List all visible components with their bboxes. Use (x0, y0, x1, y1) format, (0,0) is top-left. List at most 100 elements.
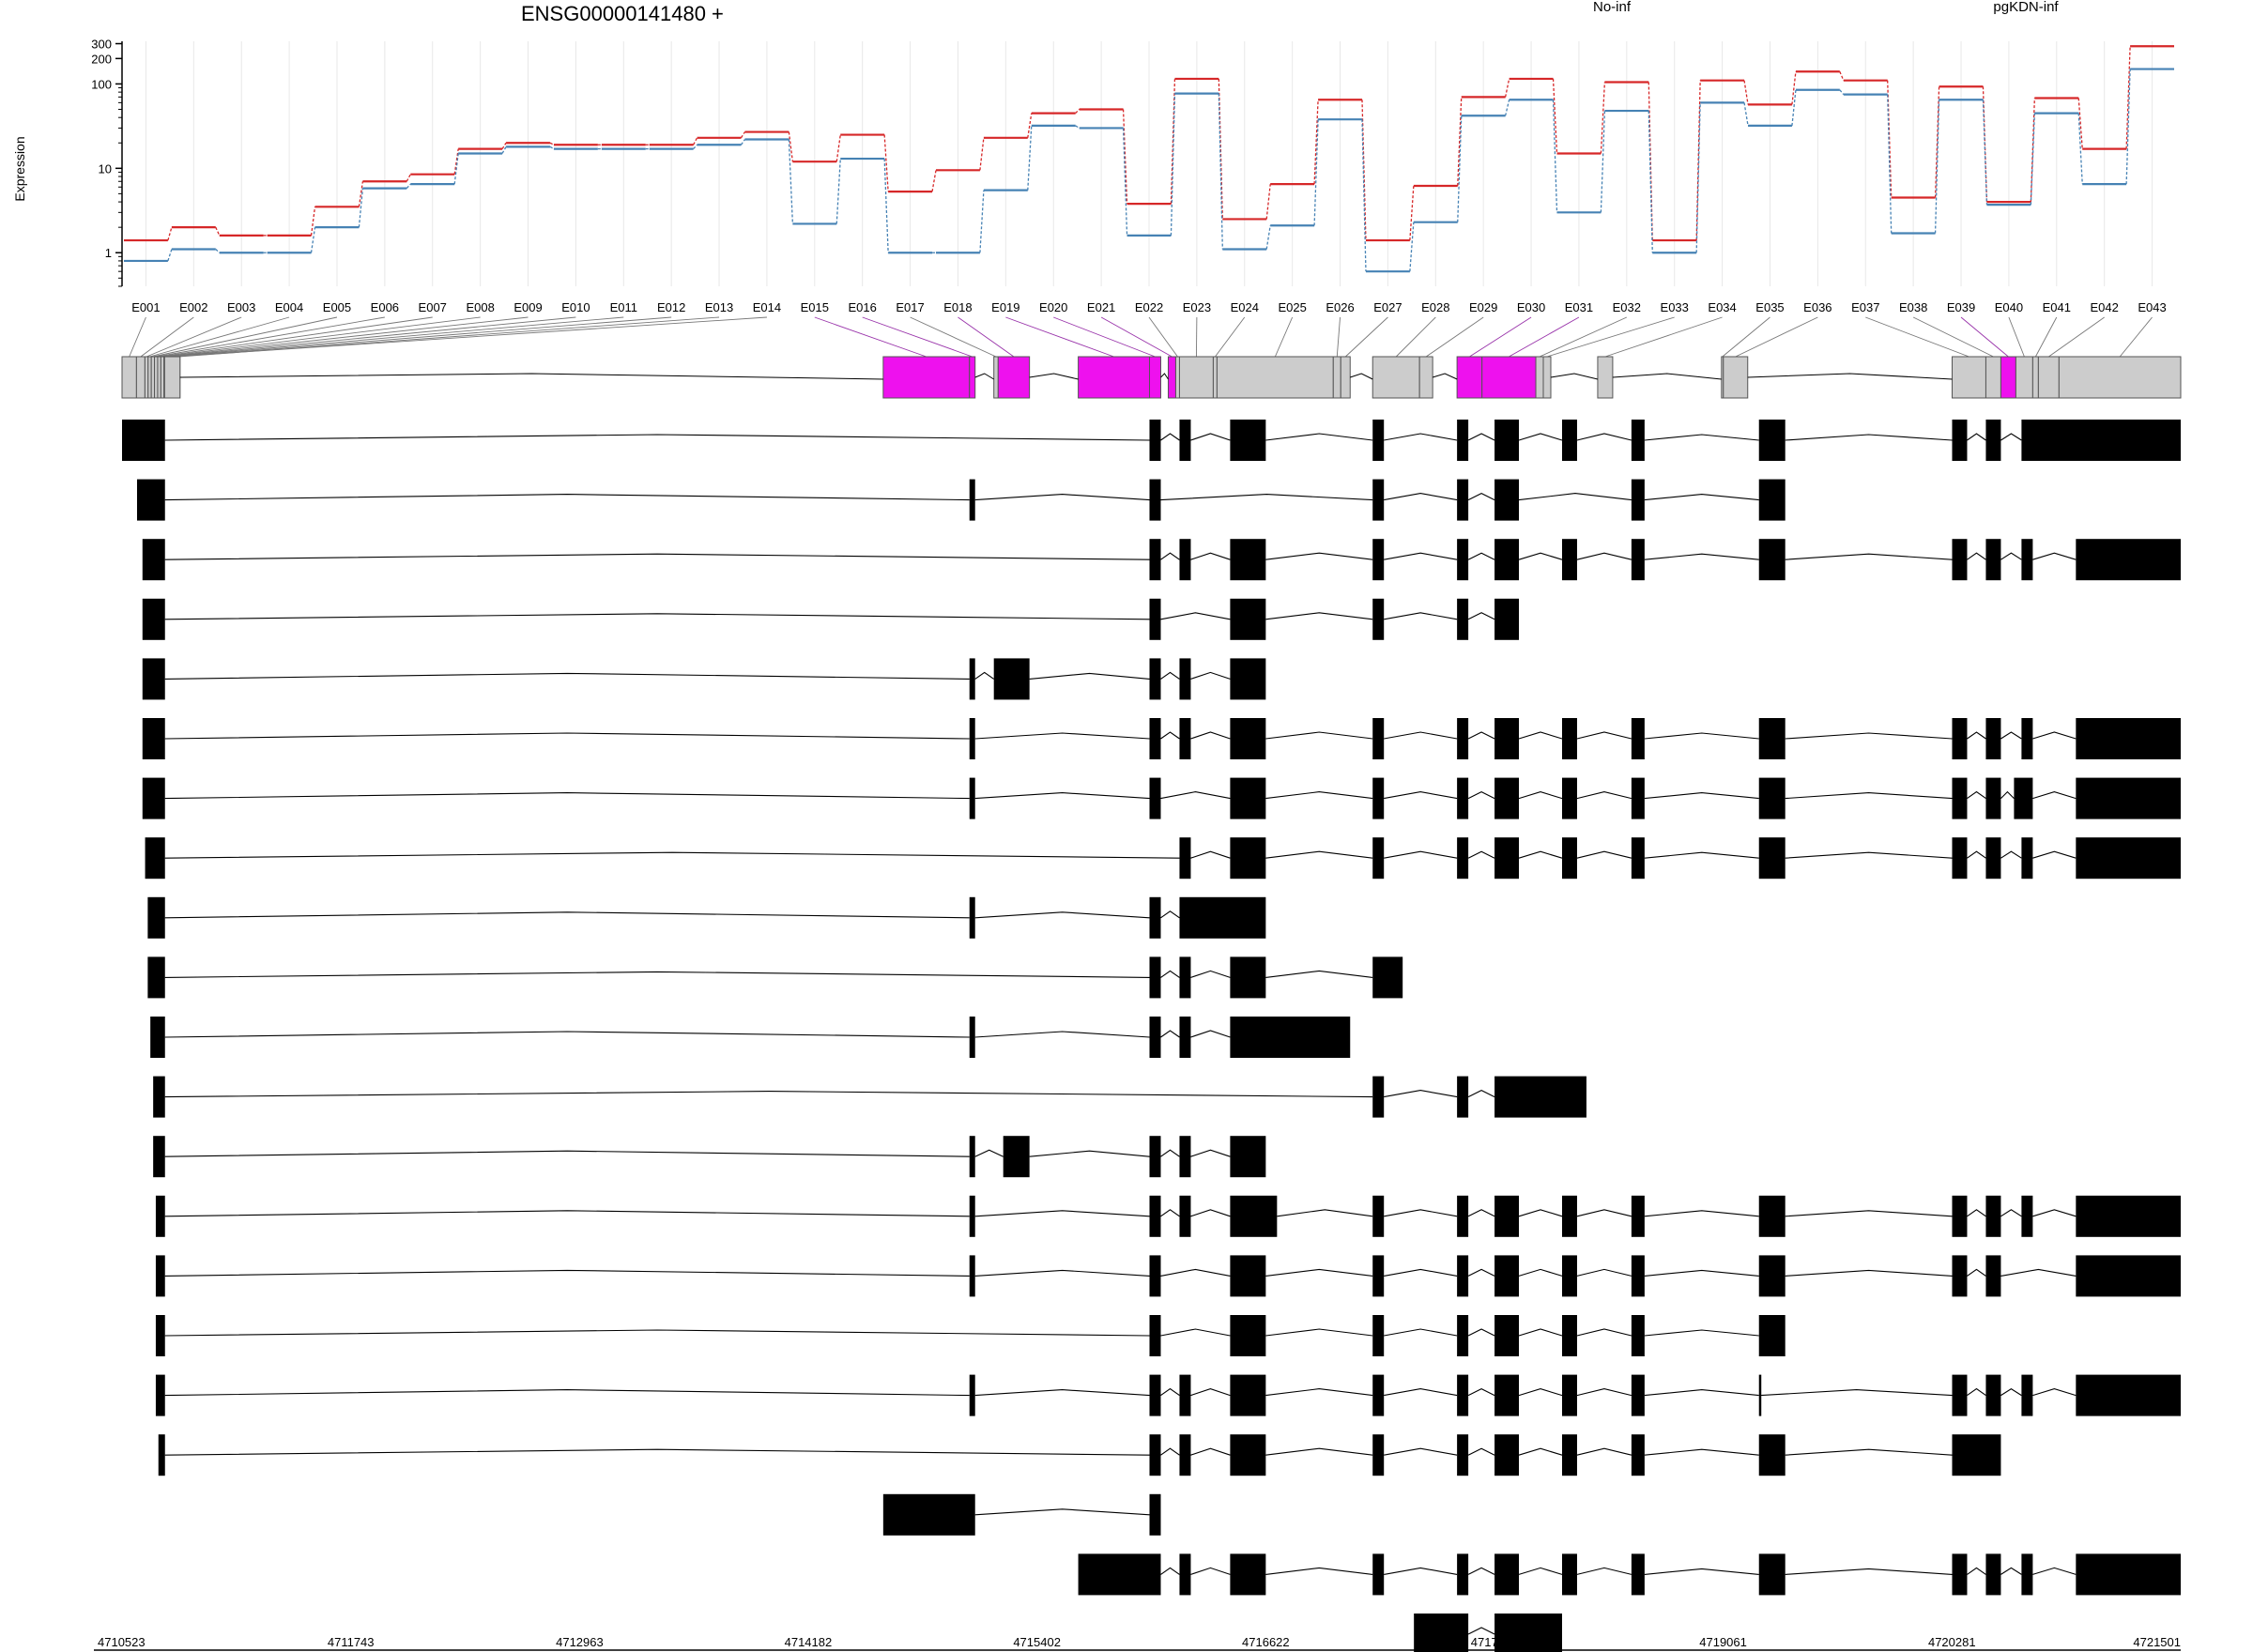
transcript-intron (1467, 433, 1495, 441)
gene-model-exon-e016 (969, 356, 976, 399)
connector-e003 (146, 316, 242, 358)
transcript-exon (2076, 1553, 2181, 1596)
exon-label-e002: E002 (179, 300, 207, 314)
transcript-intron (1785, 732, 1953, 740)
transcript-intron (1967, 433, 1986, 441)
exon-label-e035: E035 (1755, 300, 1784, 314)
step-pgkdn-inf (2125, 69, 2131, 185)
transcript-intron (164, 613, 1150, 620)
step-pgkdn-inf (1743, 102, 1749, 127)
step-pgkdn-inf (1361, 119, 1367, 272)
exon-label-e042: E042 (2090, 300, 2118, 314)
transcript-exon (1149, 479, 1161, 521)
expression-series (124, 45, 2174, 273)
transcript-exon (1372, 1374, 1385, 1416)
transcript-exon (1494, 598, 1520, 640)
transcript-intron (1190, 1567, 1231, 1575)
transcript-21 (1414, 1614, 1562, 1652)
transcript-intron (1644, 732, 1759, 740)
transcript-intron (1265, 850, 1373, 859)
transcript-exon (1230, 1017, 1351, 1058)
transcript-intron (1265, 1268, 1373, 1277)
transcript-intron (1644, 1210, 1759, 1217)
transcript-exon (1230, 598, 1266, 640)
transcript-exon (1494, 1255, 1520, 1297)
transcript-intron (1160, 552, 1180, 560)
step-no-inf (1265, 184, 1271, 220)
gene-model-exon-e028 (1372, 356, 1420, 399)
chart-title: ENSG00000141480 + (521, 2, 724, 25)
transcript-intron (2032, 850, 2077, 859)
transcript-intron (1160, 1209, 1180, 1217)
transcript-intron (974, 1149, 1004, 1157)
transcript-intron (1467, 492, 1495, 501)
gene-model-intron (1747, 373, 1953, 380)
transcript-intron (2032, 731, 2077, 740)
transcript-exon (1372, 420, 1385, 461)
transcript-exon (147, 956, 165, 999)
transcript-exon (1952, 837, 1968, 880)
transcript-exon (1149, 539, 1161, 581)
transcript-exon (1758, 1553, 1786, 1596)
transcript-intron (1384, 1328, 1458, 1337)
transcript-exon (1631, 539, 1645, 581)
coordinate-tick-label-4715402: 4715402 (1013, 1635, 1061, 1649)
transcript-exon (1179, 658, 1191, 700)
transcript-intron (1384, 1268, 1458, 1277)
transcript-intron (1644, 1329, 1759, 1337)
exon-label-e013: E013 (705, 300, 733, 314)
transcript-intron (1384, 1567, 1458, 1575)
transcript-intron (1518, 850, 1563, 859)
transcript-exon (1372, 777, 1385, 819)
transcript-intron (164, 792, 970, 800)
transcript-exon (1494, 1374, 1520, 1416)
transcript-intron (1785, 1448, 1953, 1456)
connector-e001 (129, 316, 146, 358)
coordinate-tick-label-4712963: 4712963 (556, 1635, 604, 1649)
transcript-intron (1384, 1447, 1458, 1456)
transcript-intron (1029, 672, 1150, 680)
step-pgkdn-inf (1313, 119, 1319, 226)
exon-label-e028: E028 (1421, 300, 1449, 314)
legend-entry-no-inf: No-inf (1593, 0, 1632, 15)
transcript-intron (1644, 1389, 1759, 1397)
transcript-exon (1457, 1315, 1469, 1356)
transcript-exon (1985, 777, 2001, 819)
transcript-exon (1952, 1553, 1968, 1596)
transcript-exon (150, 1017, 165, 1058)
connector-e025 (1274, 316, 1294, 358)
transcript-intron (1384, 731, 1458, 740)
step-pgkdn-inf (1409, 222, 1415, 272)
step-no-inf (1027, 113, 1033, 138)
step-pgkdn-inf (1839, 89, 1845, 96)
transcript-exon (158, 1434, 165, 1476)
transcript-intron (1785, 434, 1953, 441)
transcript-exon (136, 479, 165, 521)
transcript-intron (1467, 1089, 1495, 1098)
transcript-exon (1758, 1195, 1786, 1237)
transcript-intron (1644, 1448, 1759, 1456)
gene-model-exon-e033 (1542, 356, 1552, 399)
transcript-exon (1230, 1553, 1266, 1596)
transcript-intron (974, 1269, 1150, 1277)
step-no-inf (453, 148, 459, 175)
transcript-20 (1078, 1553, 2181, 1596)
gene-model-exon-e032 (1535, 356, 1544, 399)
transcript-intron (2000, 1268, 2077, 1277)
gene-model (121, 356, 2182, 399)
transcript-exon (1149, 718, 1161, 759)
transcript-intron (164, 672, 970, 680)
step-pgkdn-inf (167, 249, 173, 262)
transcript-intron (1160, 1447, 1180, 1456)
transcript-exon (1457, 1076, 1469, 1118)
transcript-exon (1758, 1374, 1762, 1416)
transcript-10 (147, 956, 1403, 999)
transcript-exon (1494, 777, 1520, 819)
transcript-exon (1457, 718, 1469, 759)
transcript-exon (1372, 956, 1403, 999)
gene-model-exon-e021 (1167, 356, 1176, 399)
coordinate-tick-label-4711743: 4711743 (328, 1635, 375, 1649)
transcript-intron (1576, 433, 1632, 441)
transcript-17 (155, 1374, 2181, 1416)
transcript-intron (1467, 612, 1495, 620)
